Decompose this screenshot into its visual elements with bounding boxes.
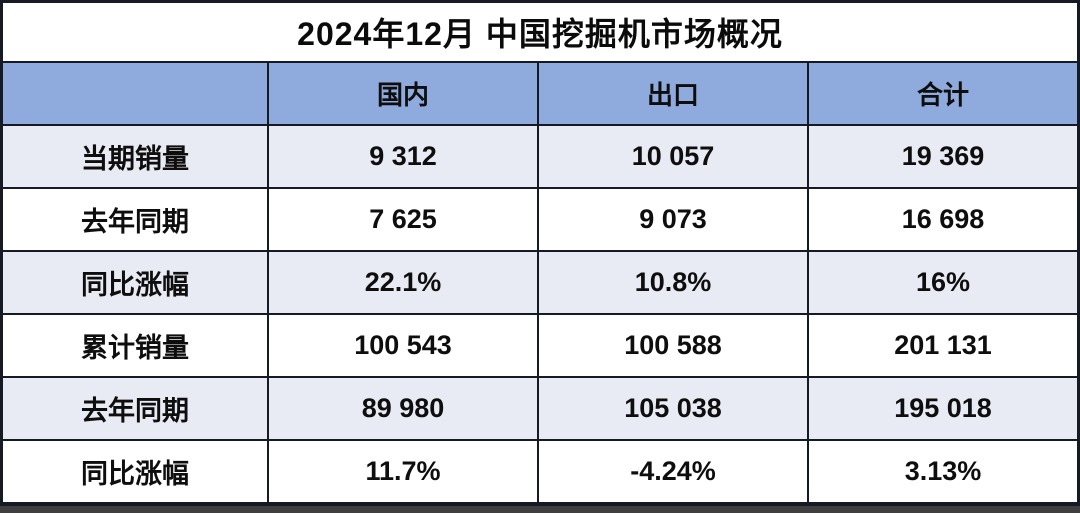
cell-value: 9 073 bbox=[539, 189, 807, 250]
cell-value: 22.1% bbox=[269, 252, 537, 313]
table-grid: 国内 出口 合计 当期销量 9 312 10 057 19 369 去年同期 7… bbox=[3, 61, 1077, 502]
cell-value: -4.24% bbox=[539, 441, 807, 502]
header-corner-cell bbox=[3, 63, 267, 124]
row-label: 累计销量 bbox=[3, 315, 267, 376]
cell-value: 100 543 bbox=[269, 315, 537, 376]
row-label: 当期销量 bbox=[3, 126, 267, 187]
cell-value: 9 312 bbox=[269, 126, 537, 187]
header-export: 出口 bbox=[539, 63, 807, 124]
cell-value: 10.8% bbox=[539, 252, 807, 313]
cell-value: 16 698 bbox=[809, 189, 1077, 250]
bottom-shadow-bar bbox=[0, 506, 1080, 513]
header-total: 合计 bbox=[809, 63, 1077, 124]
cell-value: 89 980 bbox=[269, 378, 537, 439]
header-domestic: 国内 bbox=[269, 63, 537, 124]
cell-value: 195 018 bbox=[809, 378, 1077, 439]
cell-value: 100 588 bbox=[539, 315, 807, 376]
row-label: 去年同期 bbox=[3, 378, 267, 439]
cell-value: 3.13% bbox=[809, 441, 1077, 502]
row-label: 同比涨幅 bbox=[3, 252, 267, 313]
cell-value: 10 057 bbox=[539, 126, 807, 187]
cell-value: 11.7% bbox=[269, 441, 537, 502]
row-label: 去年同期 bbox=[3, 189, 267, 250]
cell-value: 16% bbox=[809, 252, 1077, 313]
cell-value: 7 625 bbox=[269, 189, 537, 250]
cell-value: 201 131 bbox=[809, 315, 1077, 376]
table-title: 2024年12月 中国挖掘机市场概况 bbox=[3, 3, 1077, 61]
cell-value: 105 038 bbox=[539, 378, 807, 439]
row-label: 同比涨幅 bbox=[3, 441, 267, 502]
cell-value: 19 369 bbox=[809, 126, 1077, 187]
